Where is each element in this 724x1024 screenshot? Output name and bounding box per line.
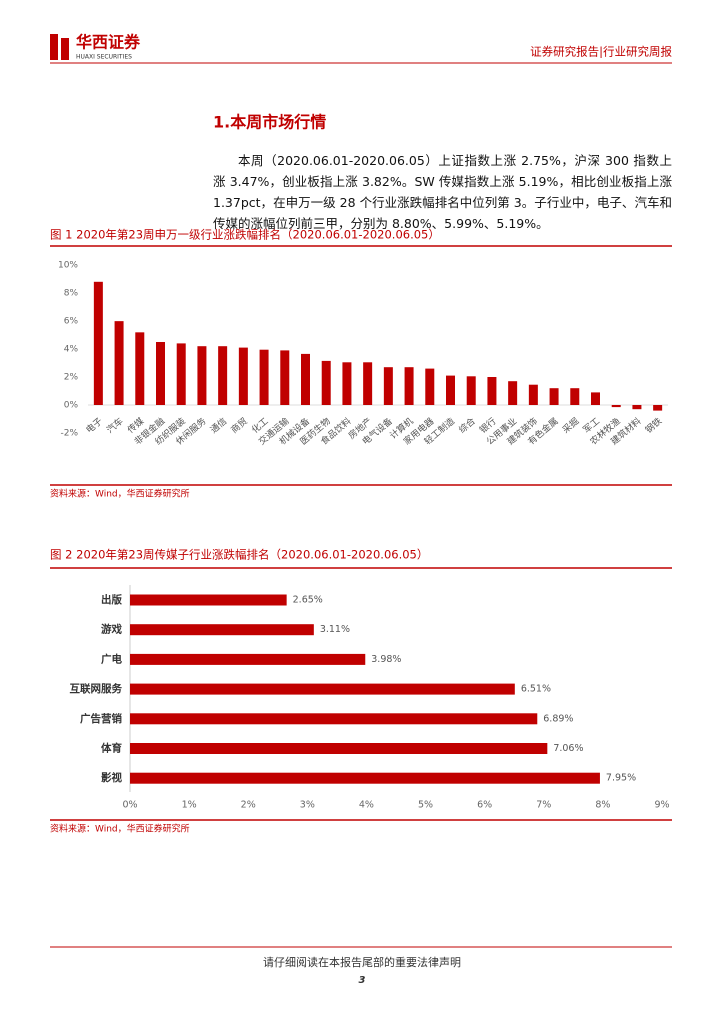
bar [487, 377, 497, 405]
x-tick-label: 5% [418, 800, 433, 811]
logo-cn: 华西证券 [76, 33, 141, 52]
logo-en: HUAXI SECURITIES [76, 54, 132, 61]
bar [176, 343, 186, 405]
bar [130, 683, 515, 695]
x-tick-label: 采掘 [560, 415, 582, 436]
bar [130, 713, 538, 725]
value-label: 2.65% [293, 595, 323, 606]
figure-source: 资料来源：Wind，华西证券研究所 [50, 488, 190, 500]
page-number: 3 [359, 975, 366, 986]
y-tick-label: 0% [64, 401, 79, 411]
bar [549, 388, 559, 405]
bar [528, 384, 538, 405]
x-tick-label: 4% [359, 800, 374, 811]
category-label: 出版 [101, 593, 122, 606]
value-label: 7.06% [553, 743, 583, 754]
bar [238, 347, 248, 405]
category-label: 影视 [101, 771, 122, 784]
value-label: 3.11% [320, 624, 350, 635]
x-tick-label: 3% [300, 800, 315, 811]
figure-title: 图 2 2020年第23周传媒子行业涨跌幅排名（2020.06.01-2020.… [50, 548, 428, 562]
x-tick-label: 7% [536, 800, 551, 811]
x-tick-label: 8% [595, 800, 610, 811]
bar [383, 367, 393, 405]
bar [130, 743, 548, 754]
category-label: 广电 [101, 652, 122, 665]
value-label: 6.89% [543, 713, 573, 724]
bar [570, 388, 580, 405]
bar [135, 332, 145, 405]
y-tick-label: 2% [64, 373, 79, 383]
category-label: 广告营销 [80, 712, 122, 725]
paragraph: 本周（2020.06.01-2020.06.05）上证指数上涨 2.75%，沪深… [213, 153, 672, 231]
bar [156, 342, 165, 405]
bar [466, 376, 476, 405]
bar [259, 349, 269, 405]
bar [130, 653, 366, 665]
x-tick-label: 6% [477, 800, 492, 811]
category-label: 体育 [101, 742, 122, 755]
bar [321, 360, 331, 405]
bar [280, 350, 290, 405]
logo-mark [50, 34, 58, 60]
y-tick-label: -2% [60, 429, 78, 439]
category-label: 游戏 [101, 623, 122, 636]
bar [342, 362, 352, 405]
bar [611, 405, 621, 408]
value-label: 6.51% [521, 684, 551, 695]
x-tick-label: 0% [122, 800, 137, 811]
bar [130, 624, 314, 636]
y-tick-label: 4% [64, 345, 79, 355]
x-tick-label: 2% [241, 800, 256, 811]
x-tick-label: 电子 [83, 415, 105, 436]
bar [591, 392, 600, 405]
bar [653, 405, 663, 411]
x-tick-label: 商贸 [228, 415, 250, 436]
x-tick-label: 钢铁 [643, 415, 665, 436]
bar [508, 381, 518, 405]
bar [446, 375, 455, 405]
bar [93, 281, 103, 405]
bar [130, 772, 600, 784]
logo-mark [61, 38, 69, 60]
bar [218, 346, 228, 405]
section-heading: 1.本周市场行情 [213, 113, 326, 132]
x-tick-label: 汽车 [104, 415, 126, 436]
category-label: 互联网服务 [70, 682, 123, 695]
bar [301, 353, 310, 405]
bar [114, 321, 124, 405]
x-tick-label: 1% [182, 800, 197, 811]
bar [197, 346, 207, 405]
x-tick-label: 9% [654, 800, 669, 811]
figure-title: 图 1 2020年第23周申万一级行业涨跌幅排名（2020.06.01-2020… [50, 228, 440, 242]
value-label: 3.98% [371, 654, 401, 665]
y-tick-label: 8% [64, 289, 79, 299]
bar [632, 405, 642, 410]
value-label: 7.95% [606, 773, 636, 784]
figure-source: 资料来源：Wind，华西证券研究所 [50, 823, 190, 835]
bar [130, 594, 287, 606]
report-type: 证券研究报告|行业研究周报 [530, 45, 672, 59]
bar [363, 362, 373, 405]
footer-notice: 请仔细阅读在本报告尾部的重要法律声明 [263, 955, 461, 969]
bar [404, 367, 414, 405]
y-tick-label: 6% [64, 317, 79, 327]
x-tick-label: 通信 [208, 415, 230, 436]
y-tick-label: 10% [58, 261, 78, 271]
x-tick-label: 综合 [456, 415, 478, 436]
bar [425, 368, 435, 405]
